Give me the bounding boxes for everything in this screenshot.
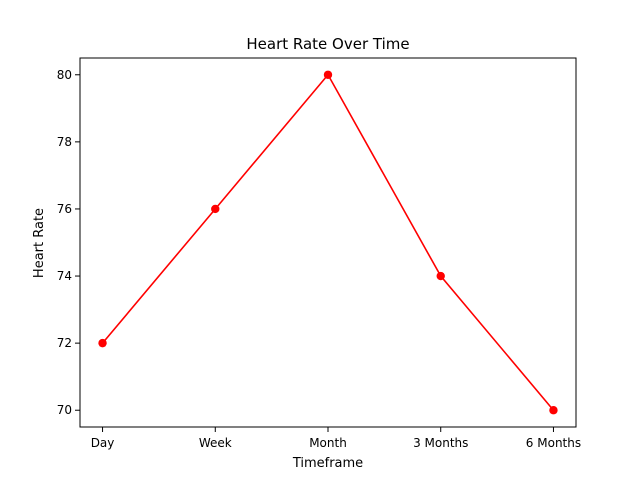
chart-title: Heart Rate Over Time bbox=[246, 35, 409, 53]
y-axis-label: Heart Rate bbox=[32, 208, 47, 278]
x-tick-label: Day bbox=[91, 436, 115, 450]
y-tick-label: 78 bbox=[57, 135, 72, 149]
data-point bbox=[549, 406, 558, 415]
data-point bbox=[323, 70, 333, 79]
y-tick-label: 74 bbox=[57, 269, 72, 283]
x-tick-label: Month bbox=[309, 436, 347, 450]
x-tick-label: Week bbox=[199, 436, 232, 450]
data-point bbox=[436, 271, 445, 281]
axes-frame bbox=[79, 57, 577, 428]
data-point bbox=[98, 338, 107, 348]
data-point bbox=[211, 204, 220, 214]
y-tick-label: 72 bbox=[57, 336, 72, 350]
y-tick-label: 70 bbox=[57, 403, 72, 417]
x-axis-label: Timeframe bbox=[292, 456, 363, 471]
y-tick-label: 76 bbox=[57, 202, 72, 216]
y-tick-label: 80 bbox=[57, 68, 72, 82]
plot-area: Day Week Month 3 Months 6 Months 70 72 74 76 78 80 bbox=[57, 57, 581, 450]
x-tick-label: 6 Months bbox=[526, 436, 581, 450]
x-tick-label: 3 Months bbox=[413, 436, 468, 450]
